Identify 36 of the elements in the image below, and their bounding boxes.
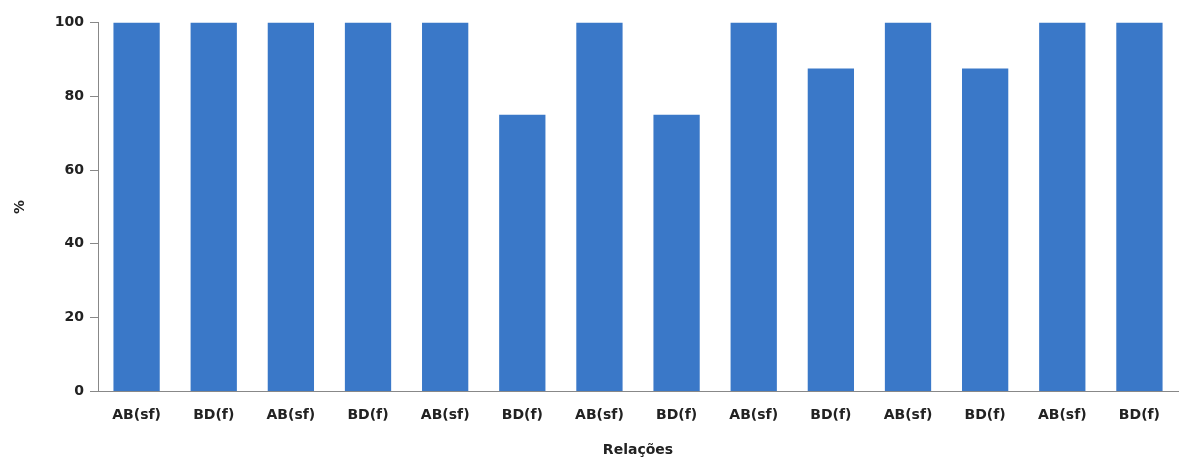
bar (344, 22, 392, 391)
bar (730, 22, 777, 391)
x-tick-label: BD(f) (655, 406, 698, 423)
x-tick-label: AB(sf) (266, 406, 316, 423)
y-tick-label: 100 (54, 13, 85, 30)
x-tick-label: BD(f) (1118, 406, 1161, 423)
y-tick-label: 0 (74, 382, 85, 399)
x-tick-label: AB(sf) (883, 406, 933, 423)
y-axis-title: % (11, 199, 28, 214)
bar (962, 68, 1009, 391)
x-tick-label: BD(f) (810, 406, 852, 423)
x-tick-label: BD(f) (964, 406, 1006, 423)
x-tick-label: AB(sf) (112, 406, 161, 423)
bar (499, 114, 546, 391)
x-tick-label: BD(f) (347, 406, 389, 423)
bar (422, 22, 469, 391)
y-tick-label: 60 (64, 160, 85, 177)
x-tick-label: AB(sf) (575, 406, 624, 423)
x-tick-label: BD(f) (501, 406, 543, 423)
x-tick-label: AB(sf) (420, 406, 470, 423)
bar (884, 22, 932, 391)
bar (267, 22, 315, 391)
x-axis-title: Relações (602, 441, 674, 458)
bar (190, 22, 237, 391)
bar (807, 68, 855, 391)
bar (576, 22, 623, 391)
x-tick-label: BD(f) (193, 406, 235, 423)
bar (653, 114, 700, 391)
bar (113, 22, 160, 391)
y-tick-label: 40 (64, 234, 85, 251)
x-tick-label: AB(sf) (729, 406, 779, 423)
y-tick-label: 20 (64, 308, 85, 325)
x-tick-label: AB(sf) (1037, 406, 1087, 423)
y-tick-label: 80 (64, 86, 85, 103)
bar (1039, 22, 1086, 391)
bar (1116, 22, 1163, 391)
